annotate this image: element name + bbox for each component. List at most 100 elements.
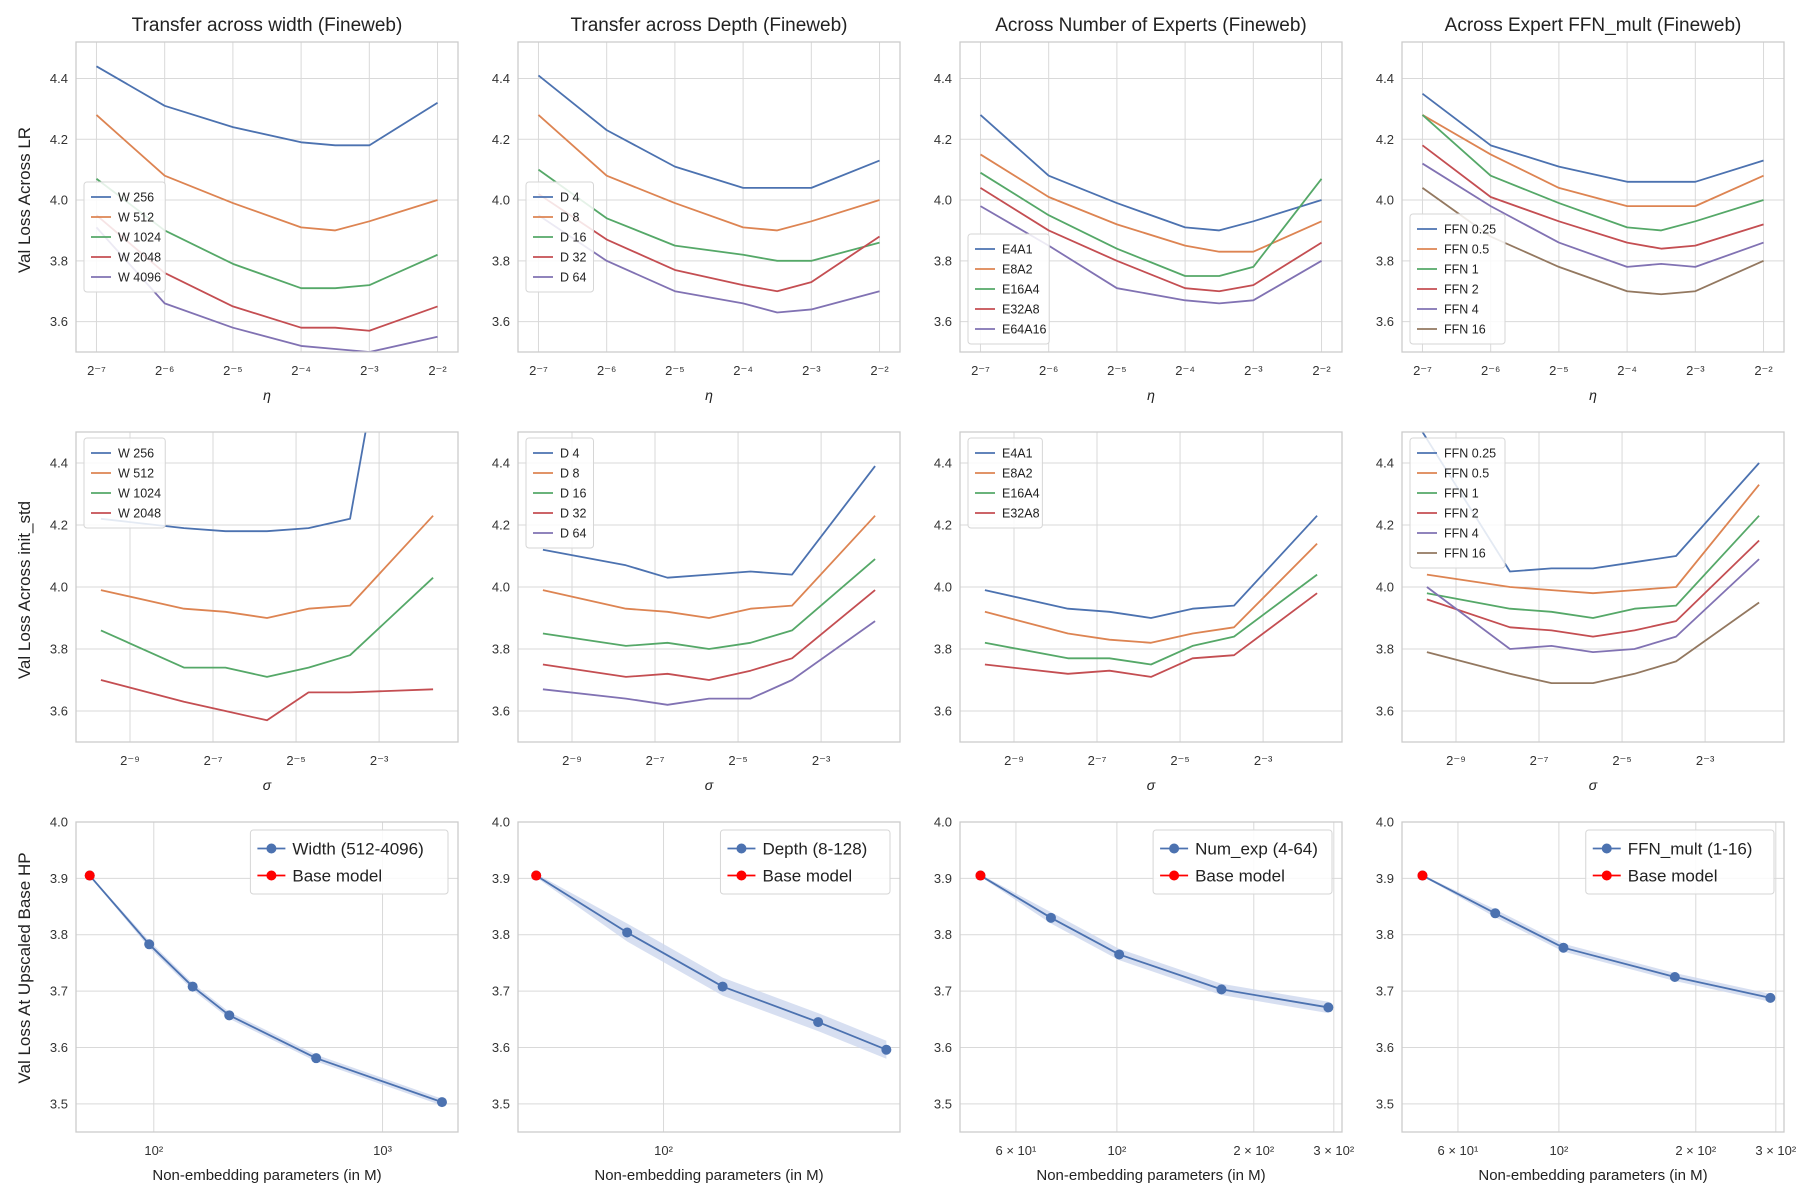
legend-label: D 16 bbox=[560, 487, 586, 501]
series-line-2 bbox=[979, 153, 1322, 253]
series-line-1 bbox=[537, 74, 880, 189]
series-line-5 bbox=[1426, 558, 1760, 653]
legend-label: FFN_mult (1-16) bbox=[1628, 840, 1753, 859]
legend-label: D 4 bbox=[560, 447, 580, 461]
legend-label: D 8 bbox=[560, 211, 580, 225]
legend-label: E16A4 bbox=[1002, 487, 1040, 501]
y-tick-label: 3.7 bbox=[1376, 984, 1394, 999]
legend-box bbox=[1409, 213, 1506, 345]
y-tick-label: 4.0 bbox=[1376, 815, 1394, 830]
subplot-1: 2⁻⁷ 2⁻⁶ 2⁻⁵ 2⁻⁴ 2⁻³ 2⁻² 3.6 3.8 4.0 4.2 4.4 Transfe… bbox=[50, 15, 459, 403]
y-tick-label: 3.8 bbox=[1376, 927, 1394, 942]
confidence-band bbox=[1422, 874, 1771, 1002]
x-tick-label: 2⁻² bbox=[1754, 363, 1773, 378]
legend-marker bbox=[1601, 843, 1612, 854]
y-tick-label: 4.2 bbox=[1376, 518, 1394, 533]
legend-box bbox=[1152, 829, 1333, 895]
y-tick-label: 3.6 bbox=[50, 1040, 68, 1055]
y-tick-label: 4.0 bbox=[492, 580, 510, 595]
data-point bbox=[1490, 908, 1501, 919]
series-line-4 bbox=[979, 187, 1323, 293]
legend-box bbox=[525, 181, 594, 293]
legend-label: W 512 bbox=[118, 467, 154, 481]
x-axis-label: σ bbox=[1147, 777, 1156, 793]
series-group bbox=[1421, 92, 1764, 296]
y-tick-label: 3.5 bbox=[492, 1096, 510, 1111]
x-tick-label: 10² bbox=[144, 1143, 163, 1158]
data-point bbox=[975, 870, 986, 881]
legend-label: D 32 bbox=[560, 507, 586, 521]
y-tick-label: 3.9 bbox=[50, 871, 68, 886]
y-tick-label: 4.4 bbox=[50, 456, 68, 471]
legend-label: E32A8 bbox=[1002, 303, 1040, 317]
y-tick-label: 4.0 bbox=[50, 193, 68, 208]
y-tick-label: 4.0 bbox=[492, 815, 510, 830]
series-group bbox=[537, 74, 881, 314]
legend-label: D 32 bbox=[560, 251, 586, 265]
subplot-title: Across Expert FFN_mult (Fineweb) bbox=[1445, 15, 1742, 36]
series-line-3 bbox=[537, 168, 880, 262]
x-tick-label: 2⁻⁷ bbox=[204, 753, 223, 768]
x-tick-label: 2⁻⁷ bbox=[971, 363, 990, 378]
x-tick-label: 2 × 10² bbox=[1675, 1143, 1717, 1158]
y-tick-label: 3.7 bbox=[934, 984, 952, 999]
series-group bbox=[1417, 870, 1776, 1003]
legend-label: E8A2 bbox=[1002, 467, 1033, 481]
row-ylabels: Val Loss Across LR Val Loss Across init_… bbox=[15, 127, 34, 1084]
data-point bbox=[84, 870, 95, 881]
y-tick-label: 3.8 bbox=[1376, 642, 1394, 657]
x-axis-label: η bbox=[263, 387, 271, 403]
legend: W 256 W 512 W 1024 W 2048 W 4096 bbox=[83, 181, 166, 293]
data-point bbox=[187, 981, 198, 992]
legend-label: Base model bbox=[292, 867, 382, 886]
data-point bbox=[1114, 949, 1125, 960]
legend-label: FFN 2 bbox=[1444, 507, 1479, 521]
plot-frame bbox=[517, 41, 901, 353]
data-point bbox=[1216, 984, 1227, 995]
series-line-1 bbox=[89, 874, 443, 1103]
series-line-5 bbox=[542, 620, 876, 706]
legend-label: W 256 bbox=[118, 191, 154, 205]
row-ylabel: Val Loss Across LR bbox=[15, 127, 34, 273]
y-tick-label: 3.7 bbox=[492, 984, 510, 999]
y-tick-label: 4.0 bbox=[934, 193, 952, 208]
legend-label: D 16 bbox=[560, 231, 586, 245]
legend-label: W 256 bbox=[118, 447, 154, 461]
y-tick-label: 4.2 bbox=[934, 132, 952, 147]
legend-marker bbox=[1169, 843, 1180, 854]
y-tick-label: 3.6 bbox=[934, 314, 952, 329]
y-tick-label: 4.2 bbox=[1376, 132, 1394, 147]
legend-label: FFN 16 bbox=[1444, 323, 1486, 337]
subplot-6: 2⁻⁹ 2⁻⁷ 2⁻⁵ 2⁻³3.63.84.04.24.4σD 4D 8D 16D … bbox=[492, 431, 901, 793]
y-tick-label: 3.8 bbox=[50, 927, 68, 942]
y-tick-label: 3.8 bbox=[50, 253, 68, 268]
legend-label: Base model bbox=[1195, 867, 1285, 886]
legend-label: W 512 bbox=[118, 211, 154, 225]
x-tick-label: 2⁻⁴ bbox=[733, 363, 753, 378]
series-line-3 bbox=[542, 558, 876, 650]
legend-label: FFN 16 bbox=[1444, 547, 1486, 561]
plot-frame bbox=[75, 41, 459, 353]
y-tick-label: 3.8 bbox=[934, 927, 952, 942]
x-tick-label: 2⁻⁶ bbox=[597, 363, 616, 378]
y-tick-label: 4.0 bbox=[50, 580, 68, 595]
x-tick-label: 3 × 10² bbox=[1755, 1143, 1797, 1158]
series-line-1 bbox=[96, 65, 439, 147]
legend-box bbox=[249, 829, 449, 895]
x-tick-label: 2⁻³ bbox=[1244, 363, 1263, 378]
legend-label: FFN 0.25 bbox=[1444, 223, 1496, 237]
subplot-title: Transfer across Depth (Fineweb) bbox=[570, 15, 847, 36]
x-tick-label: 6 × 10¹ bbox=[996, 1143, 1038, 1158]
series-line-1 bbox=[979, 114, 1322, 232]
x-tick-label: 2⁻⁵ bbox=[1549, 363, 1568, 378]
subplot-4: 2⁻⁷ 2⁻⁶ 2⁻⁵ 2⁻⁴ 2⁻³ 2⁻² 3.6 3.8 4.0 4.2 4.4 Across … bbox=[1376, 15, 1785, 403]
y-tick-label: 3.8 bbox=[50, 642, 68, 657]
series-line-5 bbox=[1421, 162, 1764, 268]
series-line-2 bbox=[542, 515, 876, 619]
series-group bbox=[984, 515, 1318, 678]
x-tick-label: 2⁻⁶ bbox=[155, 363, 174, 378]
series-group bbox=[975, 870, 1334, 1014]
series-line-1 bbox=[1421, 92, 1764, 183]
legend-label: E8A2 bbox=[1002, 263, 1033, 277]
y-tick-label: 3.6 bbox=[1376, 704, 1394, 719]
